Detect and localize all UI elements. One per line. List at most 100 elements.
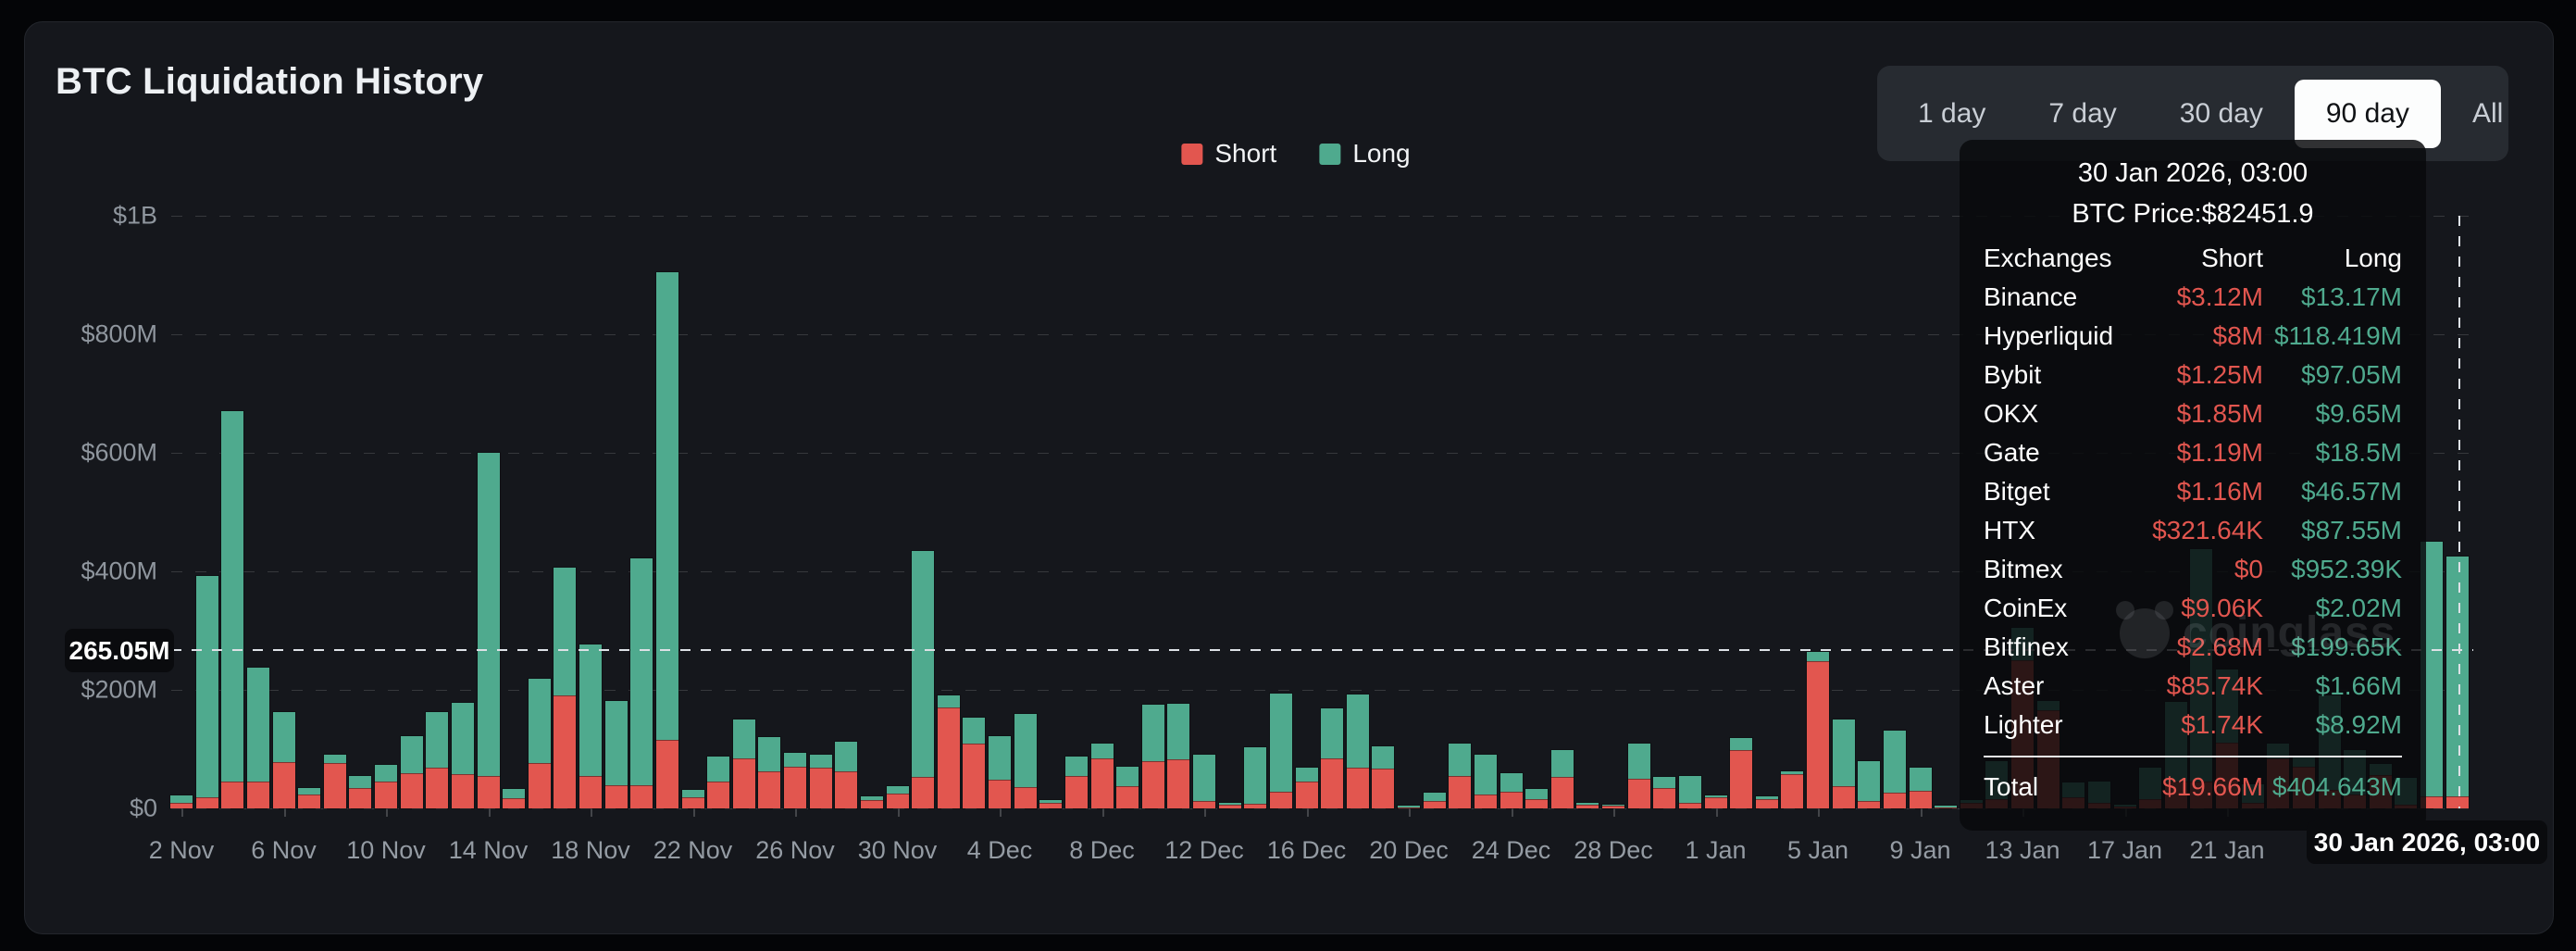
bar-short-16-dec[interactable]: [1295, 782, 1318, 808]
bar-short-29-jan[interactable]: [2420, 796, 2443, 808]
bar-long-17-nov[interactable]: [554, 567, 577, 696]
bar-long-26-nov[interactable]: [784, 753, 806, 768]
bar-short-22-dec[interactable]: [1449, 776, 1472, 808]
bar-short-7-nov[interactable]: [298, 795, 321, 808]
bar-short-5-dec[interactable]: [1014, 786, 1037, 808]
bar-long-26-dec[interactable]: [1550, 749, 1574, 778]
bar-short-28-nov[interactable]: [835, 770, 858, 808]
bar-short-26-nov[interactable]: [784, 767, 806, 808]
bar-short-15-dec[interactable]: [1269, 792, 1292, 808]
bar-short-27-dec[interactable]: [1576, 805, 1599, 808]
bar-long-1-jan[interactable]: [1704, 795, 1727, 798]
bar-short-7-dec[interactable]: [1064, 776, 1088, 808]
bar-short-30-nov[interactable]: [886, 794, 909, 808]
bar-long-7-jan[interactable]: [1858, 761, 1881, 802]
bar-long-9-nov[interactable]: [349, 775, 372, 788]
bar-short-24-dec[interactable]: [1500, 792, 1523, 808]
bar-long-24-dec[interactable]: [1500, 773, 1523, 793]
bar-long-7-dec[interactable]: [1064, 757, 1088, 777]
bar-short-3-nov[interactable]: [195, 796, 218, 808]
bar-long-28-nov[interactable]: [835, 741, 858, 771]
bar-short-9-nov[interactable]: [349, 787, 372, 808]
bar-short-6-nov[interactable]: [272, 762, 295, 808]
bar-short-12-dec[interactable]: [1193, 801, 1215, 808]
bar-short-2-jan[interactable]: [1730, 750, 1753, 808]
bar-short-19-dec[interactable]: [1372, 769, 1395, 808]
range-button-all[interactable]: All: [2471, 97, 2504, 129]
bar-short-26-dec[interactable]: [1550, 777, 1574, 808]
bar-short-23-dec[interactable]: [1474, 794, 1497, 808]
bar-short-13-dec[interactable]: [1218, 805, 1241, 808]
bar-long-20-dec[interactable]: [1398, 806, 1420, 807]
bar-short-15-nov[interactable]: [503, 798, 526, 808]
bar-short-9-dec[interactable]: [1116, 786, 1139, 808]
bar-long-3-nov[interactable]: [195, 576, 218, 797]
bar-short-17-dec[interactable]: [1321, 757, 1344, 808]
bar-long-25-nov[interactable]: [758, 737, 781, 771]
bar-short-20-nov[interactable]: [630, 785, 653, 808]
bar-short-8-jan[interactable]: [1883, 792, 1906, 808]
bar-short-2-nov[interactable]: [170, 803, 193, 808]
bar-short-17-nov[interactable]: [554, 695, 577, 808]
bar-short-3-dec[interactable]: [963, 743, 986, 808]
bar-short-1-dec[interactable]: [912, 777, 935, 808]
bar-long-29-dec[interactable]: [1627, 743, 1650, 779]
bar-short-10-nov[interactable]: [375, 782, 397, 808]
bar-short-11-nov[interactable]: [400, 772, 423, 808]
bar-long-30-nov[interactable]: [886, 785, 909, 794]
bar-long-8-dec[interactable]: [1090, 744, 1114, 758]
range-button-30-day[interactable]: 30 day: [2179, 97, 2263, 129]
bar-short-29-nov[interactable]: [860, 800, 883, 808]
bar-short-10-dec[interactable]: [1141, 760, 1164, 808]
bar-short-6-jan[interactable]: [1832, 786, 1855, 808]
bar-short-9-jan[interactable]: [1909, 791, 1932, 808]
bar-long-27-nov[interactable]: [809, 755, 832, 768]
bar-long-28-dec[interactable]: [1602, 805, 1624, 807]
bar-long-5-jan[interactable]: [1807, 652, 1829, 662]
bar-long-3-jan[interactable]: [1755, 796, 1778, 800]
bar-long-10-nov[interactable]: [375, 765, 397, 782]
bar-short-25-nov[interactable]: [758, 770, 781, 808]
bar-short-20-dec[interactable]: [1398, 807, 1420, 808]
bar-long-21-nov[interactable]: [655, 271, 678, 741]
bar-long-29-nov[interactable]: [860, 796, 883, 801]
bar-long-16-nov[interactable]: [528, 678, 551, 763]
bar-short-23-nov[interactable]: [707, 782, 730, 808]
bar-long-30-dec[interactable]: [1653, 777, 1676, 789]
bar-long-10-jan[interactable]: [1935, 805, 1958, 807]
bar-long-2-jan[interactable]: [1730, 738, 1753, 751]
bar-long-5-nov[interactable]: [246, 668, 269, 782]
bar-short-4-nov[interactable]: [221, 782, 244, 808]
bar-long-22-nov[interactable]: [681, 790, 704, 798]
bar-short-8-nov[interactable]: [323, 763, 346, 808]
bar-long-11-nov[interactable]: [400, 735, 423, 773]
bar-long-7-nov[interactable]: [298, 788, 321, 795]
bar-long-13-nov[interactable]: [451, 703, 474, 774]
range-button-1-day[interactable]: 1 day: [1918, 97, 1986, 129]
bar-long-3-dec[interactable]: [963, 718, 986, 744]
range-button-90-day[interactable]: 90 day: [2294, 79, 2441, 148]
bar-long-18-nov[interactable]: [579, 644, 602, 777]
bar-short-21-dec[interactable]: [1423, 801, 1446, 808]
bar-short-30-dec[interactable]: [1653, 788, 1676, 808]
bar-short-2-dec[interactable]: [937, 707, 960, 808]
bar-long-19-nov[interactable]: [604, 700, 628, 786]
bar-short-8-dec[interactable]: [1090, 757, 1114, 808]
bar-short-14-nov[interactable]: [477, 775, 500, 808]
bar-long-6-nov[interactable]: [272, 712, 295, 763]
bar-long-6-dec[interactable]: [1039, 800, 1063, 803]
bar-short-18-dec[interactable]: [1346, 767, 1369, 808]
bar-long-8-jan[interactable]: [1883, 731, 1906, 793]
bar-long-16-dec[interactable]: [1295, 767, 1318, 782]
bar-long-17-dec[interactable]: [1321, 708, 1344, 758]
bar-long-2-dec[interactable]: [937, 694, 960, 708]
bar-long-18-dec[interactable]: [1346, 694, 1369, 768]
bar-long-14-dec[interactable]: [1244, 747, 1267, 804]
bar-long-4-dec[interactable]: [989, 735, 1011, 780]
bar-long-9-jan[interactable]: [1909, 767, 1932, 792]
bar-long-15-dec[interactable]: [1269, 693, 1292, 793]
bar-short-6-dec[interactable]: [1039, 802, 1063, 808]
bar-long-23-nov[interactable]: [707, 757, 730, 782]
bar-short-14-dec[interactable]: [1244, 803, 1267, 808]
bar-long-14-nov[interactable]: [477, 453, 500, 776]
